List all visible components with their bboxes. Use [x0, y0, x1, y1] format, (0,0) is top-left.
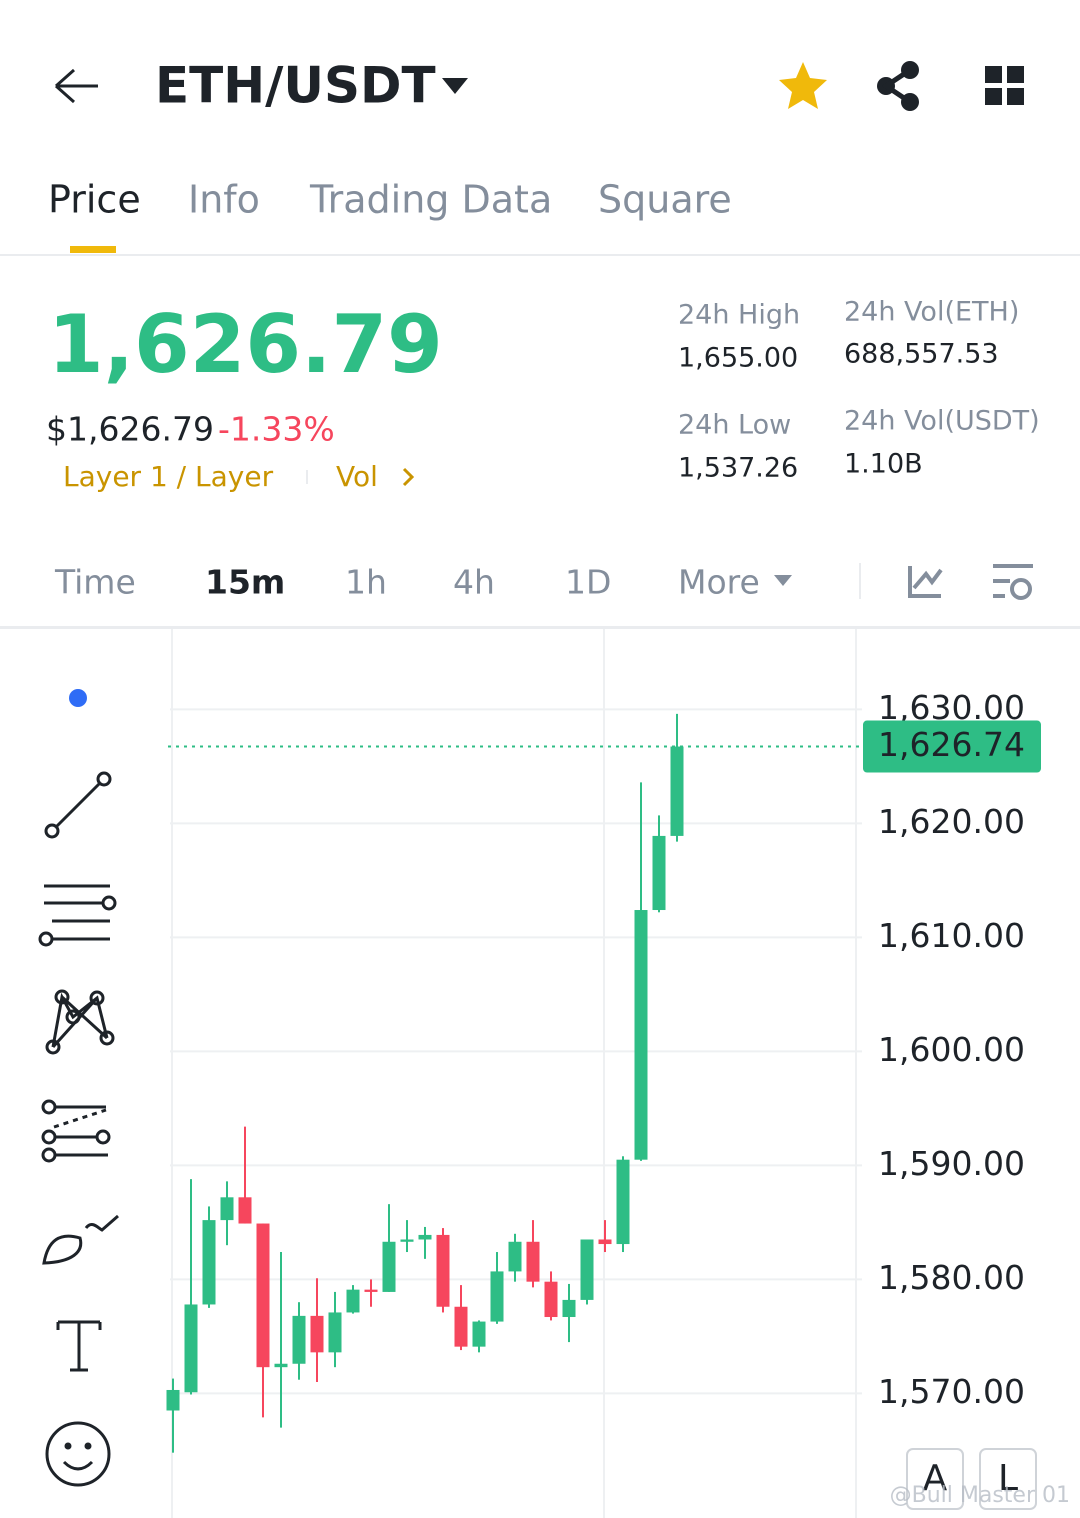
candle-body	[562, 1299, 576, 1318]
back-icon[interactable]	[55, 68, 98, 104]
tool-brush[interactable]	[42, 1214, 119, 1265]
button[interactable]	[979, 1448, 1037, 1510]
candle-body	[346, 1289, 360, 1313]
price-change: -1.33%	[218, 410, 335, 449]
stat-value: 1,655.00	[678, 343, 798, 374]
stat-label: 24h Low	[678, 410, 791, 441]
candle-body	[580, 1239, 594, 1300]
tool-active-dot	[69, 689, 87, 707]
candle-body	[544, 1281, 558, 1318]
tab[interactable]: Square	[598, 178, 732, 222]
candle-body	[436, 1234, 450, 1307]
divider	[0, 254, 1080, 256]
candle-body	[238, 1197, 252, 1224]
candle-body	[328, 1312, 342, 1353]
y-tick-label: 1,600.00	[878, 1030, 1025, 1069]
tool-fib[interactable]	[41, 1099, 111, 1163]
category-tag[interactable]: Layer 1 / Layer	[63, 460, 274, 493]
y-tick-label: 1,580.00	[878, 1258, 1025, 1297]
tool-pattern[interactable]	[45, 989, 115, 1055]
candle-body	[634, 910, 648, 1160]
candle-body	[310, 1315, 324, 1353]
tab[interactable]: Trading Data	[309, 178, 552, 222]
stat-value: 1.10B	[844, 449, 923, 480]
separator	[306, 470, 308, 484]
v-grid	[855, 629, 857, 1518]
tool-line[interactable]	[44, 771, 112, 839]
last-price-label: 1,626.74	[878, 725, 1025, 764]
last-price: 1,626.79	[48, 298, 443, 391]
pair-dropdown[interactable]	[442, 78, 468, 94]
candle-body	[616, 1159, 630, 1245]
candle-body	[256, 1223, 270, 1368]
timeframe[interactable]: 1D	[565, 563, 611, 602]
candle-body	[418, 1234, 432, 1240]
button-label[interactable]: A	[923, 1458, 948, 1499]
tool-text[interactable]	[56, 1320, 102, 1372]
candle-body	[652, 835, 666, 911]
candle-body	[364, 1289, 378, 1292]
tab[interactable]: Price	[48, 178, 141, 222]
settings-icon[interactable]	[993, 564, 1033, 600]
y-tick-label: 1,630.00	[878, 688, 1025, 727]
stat-value: 1,537.26	[678, 453, 798, 484]
timeframe[interactable]: 4h	[453, 563, 495, 602]
y-tick-label: 1,610.00	[878, 916, 1025, 955]
button-label[interactable]: L	[998, 1458, 1018, 1499]
stat-value: 688,557.53	[844, 339, 999, 370]
v-grid	[171, 629, 173, 1518]
tab[interactable]: Info	[188, 178, 260, 222]
watermark: @Bull Master 01	[890, 1483, 1070, 1508]
last-price-box	[863, 720, 1041, 773]
chevron	[402, 467, 415, 487]
candle-body	[598, 1239, 612, 1245]
candle-body	[202, 1220, 216, 1305]
candle-body	[400, 1239, 414, 1242]
candle-body	[166, 1389, 180, 1411]
candle-body	[508, 1241, 522, 1272]
separator	[859, 563, 861, 599]
stat-label: 24h High	[678, 300, 800, 331]
more-dropdown[interactable]	[774, 575, 792, 586]
candle-body	[184, 1304, 198, 1393]
candle-body	[454, 1306, 468, 1347]
candle-body	[382, 1241, 396, 1292]
candle-body	[274, 1363, 288, 1368]
candle-body	[220, 1197, 234, 1221]
stat-label: 24h Vol(ETH)	[844, 297, 1019, 328]
candle-body	[292, 1315, 306, 1364]
pair-title[interactable]: ETH/USDT	[155, 57, 436, 115]
favorite-icon[interactable]	[779, 62, 827, 109]
y-tick-label: 1,570.00	[878, 1372, 1025, 1411]
vol-tag[interactable]: Vol	[336, 460, 378, 493]
candle-body	[472, 1321, 486, 1347]
usd-price: $1,626.79	[46, 410, 214, 449]
timeframe[interactable]: More	[678, 563, 760, 602]
timeframe[interactable]: Time	[54, 563, 136, 602]
candle-body	[670, 746, 684, 836]
y-tick-label: 1,620.00	[878, 802, 1025, 841]
menu-icon[interactable]	[985, 66, 1024, 105]
v-grid	[603, 629, 605, 1518]
share-icon[interactable]	[877, 61, 919, 111]
divider	[0, 626, 1080, 629]
stat-label: 24h Vol(USDT)	[844, 406, 1040, 437]
y-tick-label: 1,590.00	[878, 1144, 1025, 1183]
tool-horizontal[interactable]	[38, 884, 117, 947]
button[interactable]	[906, 1448, 964, 1510]
tab-indicator	[70, 246, 116, 253]
candlestick-chart: 1,630.00 1,620.00 1,610.00 1,600.00 1,590.00…	[166, 629, 1041, 1518]
timeframe[interactable]: 15m	[205, 563, 285, 602]
timeframe[interactable]: 1h	[345, 563, 387, 602]
candle-body	[490, 1271, 504, 1322]
tool-emoji[interactable]	[45, 1421, 111, 1487]
indicator-icon[interactable]	[908, 566, 943, 598]
candle-body	[526, 1241, 540, 1282]
